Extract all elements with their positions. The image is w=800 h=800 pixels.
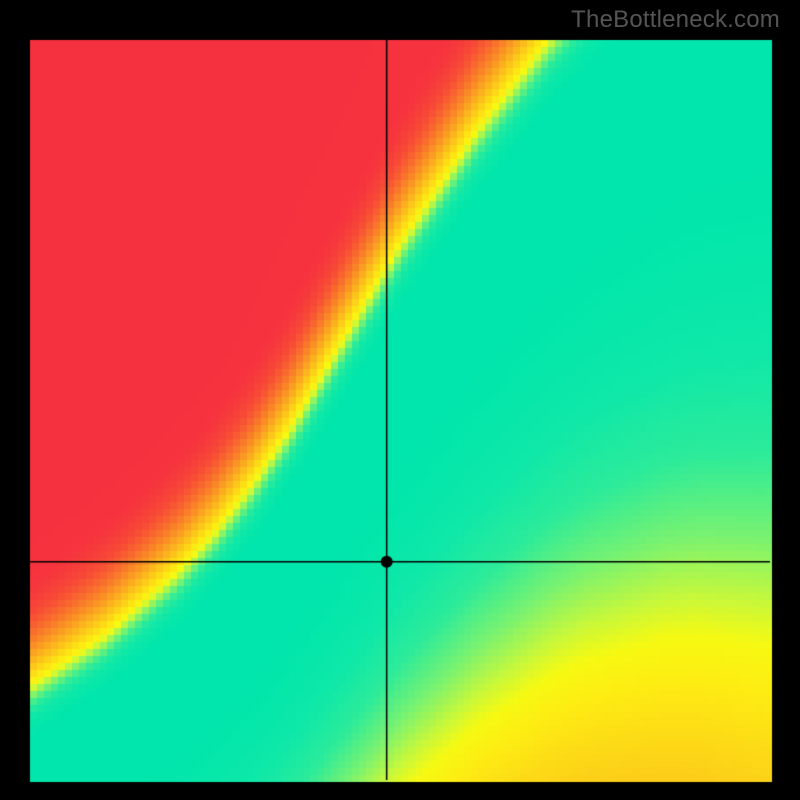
watermark-text: TheBottleneck.com (571, 6, 780, 34)
chart-container: TheBottleneck.com (0, 0, 800, 800)
bottleneck-heatmap-canvas (0, 0, 800, 800)
